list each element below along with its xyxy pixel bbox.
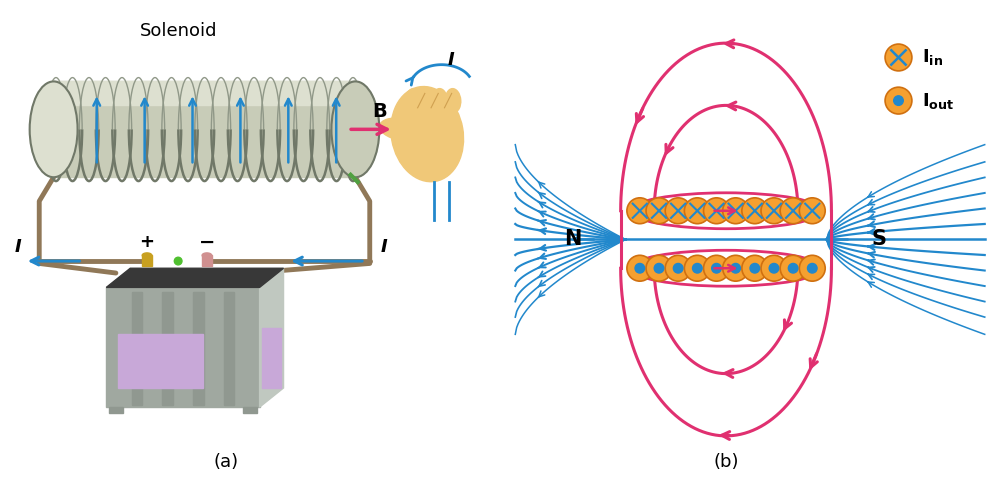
- Text: S: S: [872, 229, 887, 250]
- Circle shape: [788, 263, 798, 273]
- Bar: [193, 292, 204, 405]
- Ellipse shape: [380, 118, 422, 140]
- Bar: [202, 255, 212, 266]
- Bar: [243, 407, 257, 413]
- Ellipse shape: [432, 89, 447, 113]
- Circle shape: [750, 263, 760, 273]
- Circle shape: [799, 198, 825, 224]
- Ellipse shape: [445, 89, 461, 113]
- Text: I: I: [381, 238, 387, 256]
- Circle shape: [646, 198, 672, 224]
- Text: −: −: [199, 232, 215, 251]
- Bar: [162, 292, 173, 405]
- Polygon shape: [106, 268, 284, 287]
- Circle shape: [742, 198, 768, 224]
- Circle shape: [684, 255, 710, 281]
- Text: N: N: [564, 229, 581, 250]
- Bar: [109, 407, 123, 413]
- Bar: [106, 287, 260, 407]
- Circle shape: [769, 263, 779, 273]
- Circle shape: [761, 255, 787, 281]
- Circle shape: [704, 255, 729, 281]
- Circle shape: [635, 263, 645, 273]
- Circle shape: [684, 198, 710, 224]
- Text: (a): (a): [213, 453, 239, 471]
- Bar: [132, 292, 142, 405]
- Circle shape: [885, 44, 912, 71]
- Circle shape: [723, 198, 749, 224]
- Text: $\mathbf{I}_\mathbf{out}$: $\mathbf{I}_\mathbf{out}$: [922, 91, 955, 111]
- Circle shape: [673, 263, 683, 273]
- Circle shape: [174, 257, 182, 265]
- Ellipse shape: [142, 253, 152, 258]
- Circle shape: [761, 198, 787, 224]
- Circle shape: [665, 255, 691, 281]
- Circle shape: [780, 198, 806, 224]
- Text: I: I: [14, 238, 21, 256]
- Circle shape: [693, 263, 702, 273]
- Circle shape: [780, 255, 806, 281]
- Bar: [262, 328, 281, 388]
- Bar: [118, 334, 203, 388]
- Text: I: I: [448, 51, 455, 69]
- Text: (b): (b): [713, 453, 739, 471]
- Text: B: B: [372, 102, 387, 121]
- Circle shape: [742, 255, 768, 281]
- Circle shape: [712, 263, 721, 273]
- Circle shape: [885, 87, 912, 114]
- Ellipse shape: [30, 81, 78, 177]
- Circle shape: [723, 255, 749, 281]
- Text: +: +: [140, 233, 155, 251]
- Ellipse shape: [405, 89, 421, 113]
- Circle shape: [627, 198, 653, 224]
- Circle shape: [665, 198, 691, 224]
- Circle shape: [799, 255, 825, 281]
- Circle shape: [627, 255, 653, 281]
- Circle shape: [807, 263, 817, 273]
- Bar: [224, 292, 234, 405]
- Circle shape: [731, 263, 740, 273]
- Ellipse shape: [419, 89, 434, 113]
- Circle shape: [646, 255, 672, 281]
- Ellipse shape: [202, 253, 212, 258]
- Bar: [54, 81, 355, 105]
- Text: Solenoid: Solenoid: [139, 22, 217, 40]
- Circle shape: [894, 96, 903, 105]
- Bar: [142, 255, 152, 266]
- Circle shape: [704, 198, 729, 224]
- Ellipse shape: [331, 81, 379, 177]
- Text: $\mathbf{I}_\mathbf{in}$: $\mathbf{I}_\mathbf{in}$: [922, 47, 944, 68]
- Bar: [54, 81, 355, 177]
- Circle shape: [654, 263, 664, 273]
- Polygon shape: [260, 268, 284, 407]
- Ellipse shape: [391, 87, 464, 182]
